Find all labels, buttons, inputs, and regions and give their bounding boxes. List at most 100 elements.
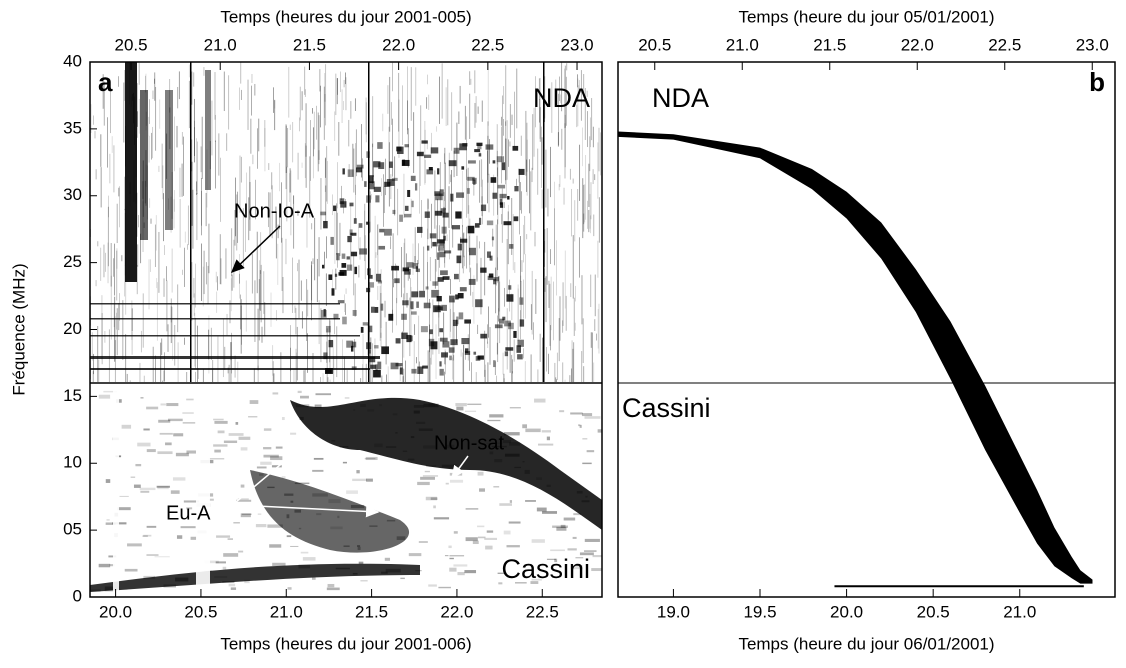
noise (443, 192, 445, 245)
noise (299, 86, 301, 121)
noise (300, 280, 302, 301)
noise (240, 513, 251, 518)
noise (98, 394, 111, 399)
noise (397, 188, 399, 236)
noise (143, 575, 156, 579)
noise (592, 554, 602, 558)
noise (508, 521, 521, 524)
noise (403, 173, 405, 219)
noise (183, 136, 184, 196)
noise (405, 360, 407, 382)
spectrogram-texture (90, 62, 602, 597)
noise (413, 341, 415, 382)
noise (456, 406, 464, 411)
noise (326, 146, 328, 202)
noise (125, 62, 137, 282)
noise (398, 99, 400, 158)
noise (248, 197, 250, 241)
noise (475, 372, 477, 382)
noise (465, 508, 479, 510)
noise (161, 143, 163, 189)
noise (289, 168, 291, 193)
frame (89, 61, 603, 598)
noise (428, 403, 436, 407)
noise (286, 535, 292, 538)
noise (396, 265, 398, 304)
noise (439, 189, 444, 197)
noise (353, 408, 356, 412)
noise (425, 496, 438, 501)
noise (532, 114, 534, 170)
noise (245, 280, 247, 332)
noise (443, 312, 445, 345)
noise (323, 86, 325, 140)
noise (485, 144, 494, 150)
noise (137, 83, 138, 138)
noise (240, 89, 242, 100)
noise (590, 182, 592, 220)
noise (439, 225, 441, 268)
noise (325, 368, 333, 374)
noise (591, 98, 593, 141)
noise (176, 125, 178, 148)
noise (524, 215, 526, 255)
noise (231, 274, 233, 291)
noise (429, 329, 433, 335)
noise (525, 428, 541, 433)
noise (490, 177, 497, 183)
noise (339, 269, 347, 276)
noise (417, 226, 423, 233)
noise (288, 66, 290, 118)
x-top-tick-label: 23.0 (1076, 35, 1109, 54)
noise (460, 349, 462, 357)
noise (174, 116, 175, 172)
noise (472, 177, 477, 184)
noise (517, 339, 524, 347)
noise (345, 72, 346, 85)
noise (108, 555, 117, 558)
noise (377, 142, 383, 149)
noise (430, 147, 439, 154)
annotation: Non-Io-A (234, 200, 315, 222)
noise (406, 334, 412, 343)
noise (215, 140, 216, 189)
noise (339, 446, 349, 448)
noise (208, 315, 210, 374)
noise (516, 178, 517, 186)
noise (394, 278, 400, 284)
noise (245, 204, 246, 252)
noise (554, 558, 558, 563)
noise (324, 251, 325, 266)
noise (155, 215, 157, 251)
noise (494, 324, 503, 329)
noise (101, 313, 103, 365)
noise (580, 70, 582, 121)
noise (346, 490, 358, 494)
noise (449, 230, 450, 260)
noise (578, 424, 581, 427)
noise (400, 577, 405, 580)
noise (492, 228, 494, 247)
noise (290, 397, 602, 530)
noise (509, 407, 521, 409)
noise (477, 324, 479, 334)
noise (582, 438, 588, 440)
noise (506, 308, 508, 370)
noise (90, 356, 380, 359)
noise (351, 341, 357, 348)
noise (373, 161, 381, 168)
noise (452, 225, 454, 248)
noise (591, 332, 593, 382)
noise (499, 281, 501, 344)
noise (158, 231, 160, 293)
noise (375, 364, 378, 371)
noise (544, 229, 546, 253)
noise (182, 269, 183, 275)
noise (362, 364, 364, 382)
noise (449, 567, 457, 572)
noise (439, 162, 441, 216)
noise (572, 536, 577, 539)
noise (227, 538, 233, 540)
noise (228, 433, 244, 436)
